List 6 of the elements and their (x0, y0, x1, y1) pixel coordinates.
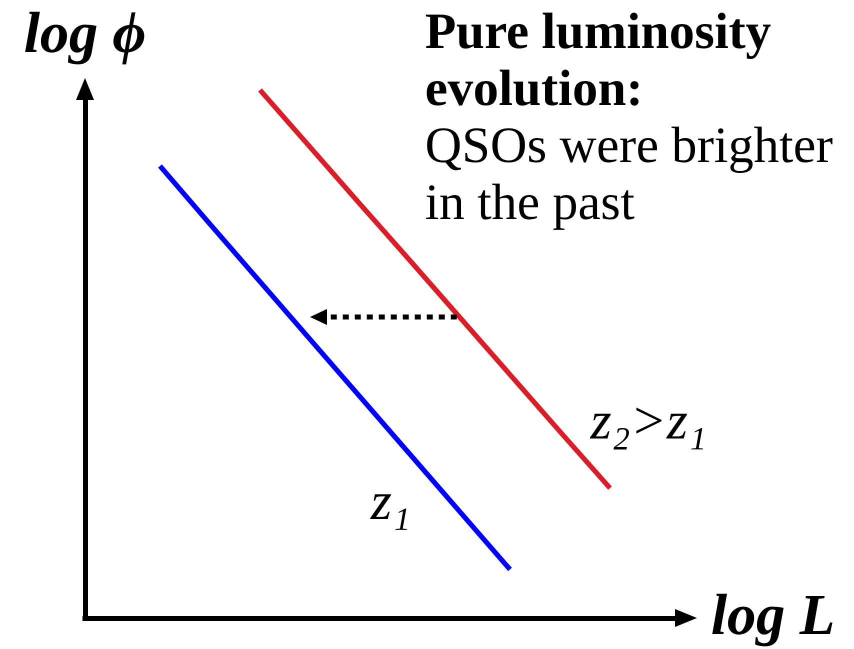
y-axis-title: log ϕ (22, 0, 148, 66)
series-label: z₂>z₁ (590, 390, 707, 450)
chart-title: Pure luminosity evolution: (425, 4, 772, 118)
x-axis-title: log L (711, 582, 836, 648)
text: QSOs were brighter in the past (425, 118, 834, 232)
series-label: z₁ (370, 470, 410, 531)
